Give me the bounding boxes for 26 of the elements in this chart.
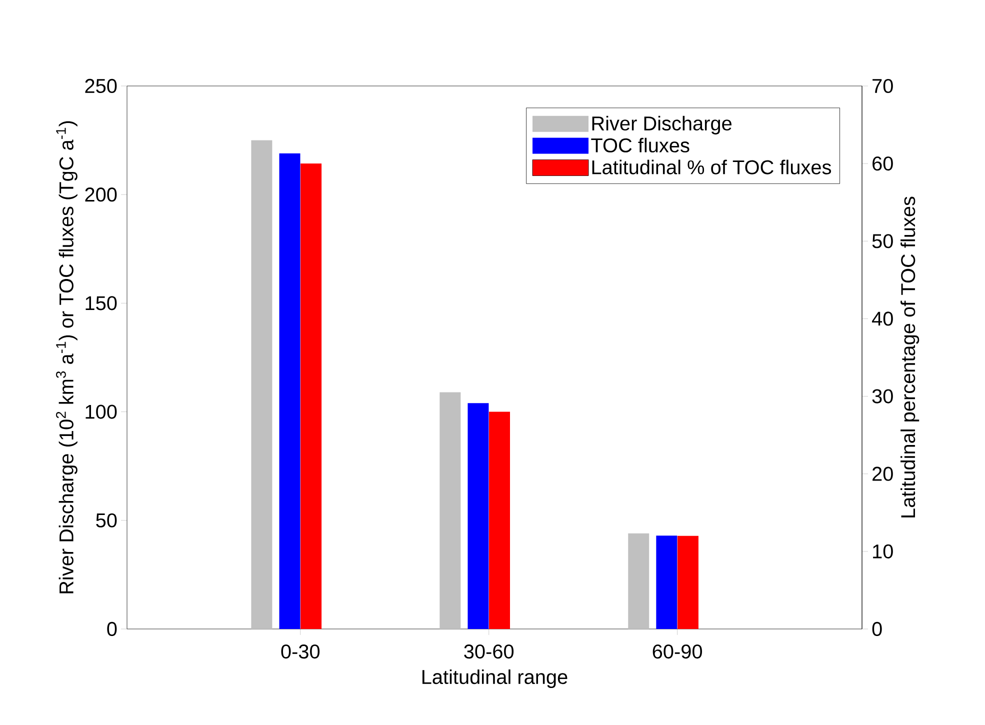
legend-label: River Discharge xyxy=(592,116,732,134)
y2-tick-label: 40 xyxy=(872,312,893,326)
x-tick-label: 30-60 xyxy=(464,644,514,659)
x-tick-label: 60-90 xyxy=(652,644,702,659)
bar xyxy=(440,392,461,629)
y2-tick-label: 0 xyxy=(872,622,882,636)
y2-tick-label: 20 xyxy=(872,466,893,481)
y-tick-label: 150 xyxy=(86,296,117,310)
y-tick-label: 100 xyxy=(86,404,117,419)
y2-tick-label: 70 xyxy=(872,78,893,94)
y2-tick-label: 10 xyxy=(873,544,893,558)
y-tick-label: 250 xyxy=(85,78,117,94)
y2-tick-label: 50 xyxy=(872,234,893,248)
x-tick-label: 0-30 xyxy=(281,644,320,659)
text: River Discharge (10$^{2}$ km$^{3}$ a$^{-1}$) or TOC fluxes (TgC a$^{-1}$) xyxy=(56,121,78,594)
y2-tick-label: 60 xyxy=(872,156,893,171)
bar xyxy=(251,140,272,629)
x-axis-title: Latitudinal range xyxy=(422,669,568,688)
y-tick-label: 200 xyxy=(85,188,117,202)
y-tick-label: 0 xyxy=(107,622,117,636)
bar xyxy=(628,533,650,629)
y2-axis-title: Latitudinal percentage of TOC fluxes xyxy=(900,196,920,518)
y-tick-label: 50 xyxy=(96,513,117,528)
y2-tick-label: 30 xyxy=(872,389,893,404)
legend-label: Latitudinal % of TOC fluxes xyxy=(592,160,832,174)
legend-label: TOC fluxes xyxy=(591,138,690,152)
